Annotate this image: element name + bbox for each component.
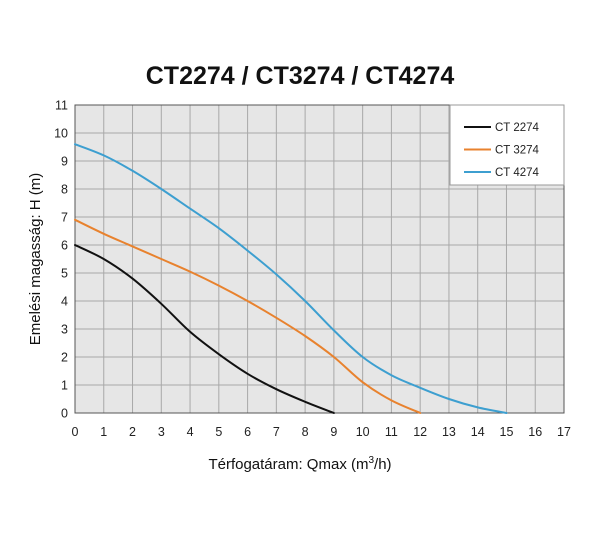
- legend-label: CT 3274: [495, 145, 540, 157]
- x-tick-label: 10: [356, 425, 370, 439]
- series-line-ct-4274: [74, 143, 508, 414]
- x-tick-label: 15: [500, 425, 514, 439]
- y-tick-label: 7: [61, 211, 68, 225]
- y-tick-label: 3: [61, 323, 68, 337]
- x-axis-label-suffix: /h): [374, 456, 392, 473]
- y-axis-ticks: 0 1 2 3 4 5 6 7 8 9 10 11: [54, 99, 68, 421]
- x-tick-label: 2: [129, 425, 136, 439]
- x-axis-ticks: 0 1 2 3 4 5 6 7 8 9 10 11 12 13 14 15 16 17: [72, 425, 571, 439]
- legend: CT 2274 CT 3274 CT 4274: [449, 104, 565, 186]
- x-tick-label: 8: [302, 425, 309, 439]
- y-tick-label: 2: [61, 351, 68, 365]
- x-tick-label: 9: [330, 425, 337, 439]
- y-tick-label: 5: [61, 267, 68, 281]
- y-tick-label: 10: [54, 127, 68, 141]
- y-tick-label: 6: [61, 239, 68, 253]
- x-axis-label-prefix: Térfogatáram: Qmax (m: [208, 456, 368, 473]
- x-axis-label-sup: 3: [368, 455, 374, 466]
- x-tick-label: 0: [72, 425, 79, 439]
- legend-label: CT 2274: [495, 122, 540, 134]
- y-axis-label: Emelési magasság: H (m): [27, 173, 44, 346]
- x-tick-label: 3: [158, 425, 165, 439]
- x-tick-label: 16: [528, 425, 542, 439]
- y-tick-label: 9: [61, 155, 68, 169]
- x-tick-label: 5: [215, 425, 222, 439]
- x-tick-label: 1: [100, 425, 107, 439]
- y-tick-label: 8: [61, 183, 68, 197]
- series-line-ct-3274: [74, 218, 422, 414]
- y-tick-label: 11: [55, 99, 68, 113]
- y-tick-label: 1: [61, 379, 68, 393]
- x-tick-label: 6: [244, 425, 251, 439]
- x-tick-label: 12: [413, 425, 427, 439]
- x-tick-label: 11: [385, 425, 398, 439]
- x-tick-label: 4: [187, 425, 194, 439]
- series-lines: [74, 143, 508, 414]
- x-tick-label: 17: [557, 425, 571, 439]
- legend-label: CT 4274: [495, 167, 540, 179]
- x-tick-label: 14: [471, 425, 485, 439]
- y-tick-label: 4: [61, 295, 68, 309]
- grid-lines: [75, 105, 564, 413]
- y-tick-label: 0: [61, 407, 68, 421]
- series-line-ct-2274: [74, 244, 335, 414]
- x-tick-label: 13: [442, 425, 456, 439]
- x-tick-label: 7: [273, 425, 280, 439]
- plot-frame: [74, 104, 565, 414]
- chart-title: CT2274 / CT3274 / CT4274: [145, 62, 455, 90]
- x-axis-label: Térfogatáram: Qmax (m3/h): [208, 455, 391, 473]
